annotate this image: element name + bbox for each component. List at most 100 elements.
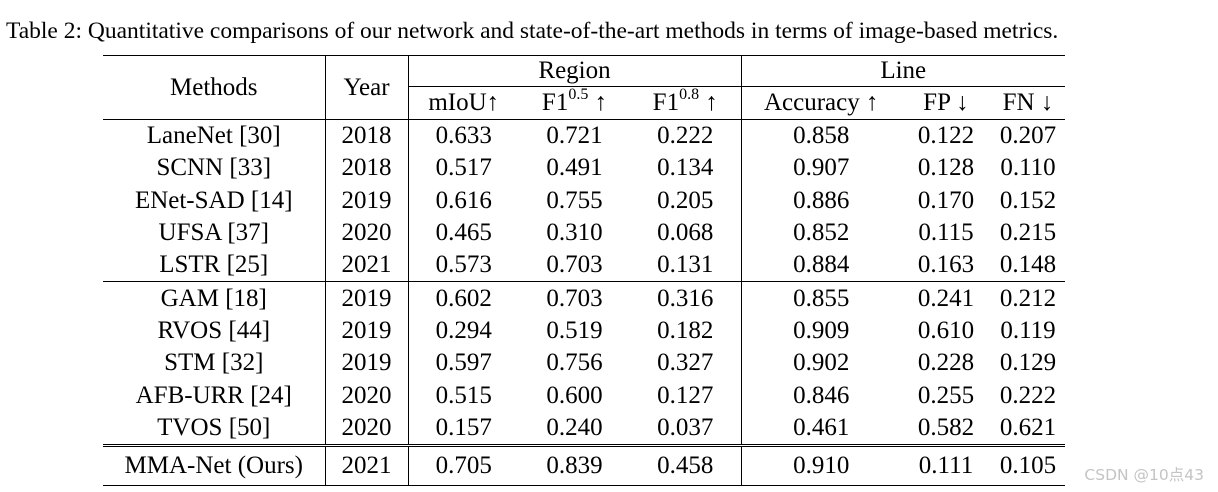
cell-year: 2020 bbox=[325, 411, 409, 446]
cell-fp: 0.163 bbox=[901, 249, 991, 283]
table-caption: Table 2: Quantitative comparisons of our… bbox=[6, 18, 1059, 44]
cell-f1-05: 0.600 bbox=[546, 381, 603, 409]
cell-accuracy: 0.886 bbox=[793, 186, 850, 214]
cell-f1-08: 0.327 bbox=[630, 347, 742, 380]
cell-accuracy: 0.846 bbox=[793, 381, 850, 409]
cell-f1-08: 0.182 bbox=[630, 314, 742, 348]
cell-method: GAM [18] bbox=[103, 281, 326, 315]
header-f1-08: F10.8 ↑ bbox=[630, 86, 742, 120]
cell-year: 2019 bbox=[325, 184, 409, 217]
cell-fn: 0.119 bbox=[1000, 316, 1056, 344]
cell-year: 2020 bbox=[325, 216, 409, 250]
cell-fp: 0.115 bbox=[918, 219, 974, 247]
header-fp: FP ↓ bbox=[901, 86, 991, 120]
table-row: SCNN [33] 2018 0.517 0.491 0.134 0.907 0… bbox=[103, 152, 1065, 185]
cell-method: LaneNet [30] bbox=[103, 119, 326, 153]
cell-method: AFB-URR [24] bbox=[103, 379, 326, 412]
cell-miou: 0.705 bbox=[408, 443, 519, 486]
cell-accuracy: 0.852 bbox=[793, 219, 850, 247]
cell-year: 2021 bbox=[325, 443, 409, 486]
cell-miou: 0.515 bbox=[435, 381, 492, 409]
cell-f1-08: 0.131 bbox=[630, 249, 742, 283]
table-row-ours: MMA-Net (Ours) 2021 0.705 0.839 0.458 0.… bbox=[103, 443, 1065, 486]
cell-accuracy: 0.884 bbox=[741, 249, 901, 283]
cell-method: MMA-Net (Ours) bbox=[103, 443, 326, 486]
cell-f1-05: 0.240 bbox=[546, 413, 603, 441]
header-methods: Methods bbox=[103, 55, 326, 120]
cell-f1-05: 0.310 bbox=[546, 219, 603, 247]
table-row: AFB-URR [24] 2020 0.515 0.600 0.127 0.84… bbox=[103, 379, 1065, 412]
cell-year: 2018 bbox=[325, 152, 409, 185]
cell-year: 2021 bbox=[325, 249, 409, 283]
cell-year: 2018 bbox=[325, 119, 409, 153]
cell-accuracy: 0.909 bbox=[793, 316, 850, 344]
cell-miou: 0.157 bbox=[435, 413, 492, 441]
cell-miou: 0.294 bbox=[435, 316, 492, 344]
header-line: Line bbox=[741, 55, 1065, 87]
cell-f1-08: 0.127 bbox=[630, 379, 742, 412]
cell-fp: 0.241 bbox=[917, 284, 975, 312]
cell-accuracy: 0.902 bbox=[793, 349, 850, 377]
header-f1-05: F10.5 ↑ bbox=[519, 86, 630, 120]
cell-miou: 0.633 bbox=[435, 122, 492, 150]
table-row: GAM [18] 2019 0.602 0.703 0.316 0.855 0.… bbox=[103, 281, 1065, 315]
cell-year: 2019 bbox=[325, 347, 409, 380]
cell-fn: 0.212 bbox=[999, 284, 1057, 312]
cell-accuracy: 0.858 bbox=[793, 122, 850, 150]
cell-miou: 0.465 bbox=[435, 219, 492, 247]
cell-fn: 0.129 bbox=[999, 349, 1057, 377]
cell-miou: 0.616 bbox=[435, 186, 492, 214]
cell-fp: 0.122 bbox=[917, 122, 975, 150]
cell-fn: 0.152 bbox=[999, 186, 1057, 214]
header-year: Year bbox=[325, 55, 409, 120]
cell-f1-05: 0.519 bbox=[546, 316, 603, 344]
cell-f1-05: 0.721 bbox=[546, 122, 603, 150]
cell-method: STM [32] bbox=[103, 347, 326, 380]
table-row: STM [32] 2019 0.597 0.756 0.327 0.902 0.… bbox=[103, 347, 1065, 380]
cell-f1-08: 0.037 bbox=[630, 411, 742, 446]
cell-f1-05: 0.703 bbox=[546, 284, 603, 312]
cell-f1-08: 0.068 bbox=[630, 216, 742, 250]
table-row: TVOS [50] 2020 0.157 0.240 0.037 0.461 0… bbox=[103, 411, 1065, 446]
cell-f1-05: 0.491 bbox=[546, 154, 603, 182]
cell-fn: 0.105 bbox=[991, 443, 1065, 486]
table-row: LSTR [25] 2021 0.573 0.703 0.131 0.884 0… bbox=[103, 249, 1065, 283]
cell-f1-08: 0.205 bbox=[630, 184, 742, 217]
results-table: Methods Year Region Line mIoU↑ F10.5 ↑ F… bbox=[103, 55, 1065, 486]
cell-f1-05: 0.703 bbox=[519, 249, 630, 283]
header-accuracy: Accuracy ↑ bbox=[741, 86, 901, 120]
cell-f1-05: 0.839 bbox=[519, 443, 630, 486]
cell-year: 2019 bbox=[325, 314, 409, 348]
header-region: Region bbox=[408, 55, 742, 87]
cell-accuracy: 0.461 bbox=[793, 413, 850, 441]
cell-miou: 0.517 bbox=[435, 154, 492, 182]
cell-method: ENet-SAD [14] bbox=[103, 184, 326, 217]
cell-f1-08: 0.134 bbox=[630, 152, 742, 185]
cell-f1-08: 0.222 bbox=[630, 119, 742, 153]
table-row: LaneNet [30] 2018 0.633 0.721 0.222 0.85… bbox=[103, 119, 1065, 153]
cell-fn: 0.207 bbox=[999, 122, 1057, 150]
cell-fp: 0.228 bbox=[917, 349, 975, 377]
cell-fn: 0.222 bbox=[999, 381, 1057, 409]
watermark: CSDN @10点43 bbox=[1084, 466, 1204, 484]
cell-fn: 0.110 bbox=[1000, 154, 1056, 182]
cell-accuracy: 0.907 bbox=[793, 154, 850, 182]
cell-method: UFSA [37] bbox=[103, 216, 326, 250]
cell-fp: 0.170 bbox=[917, 186, 975, 214]
cell-fn: 0.621 bbox=[999, 413, 1057, 441]
cell-fn: 0.148 bbox=[991, 249, 1065, 283]
header-fn: FN ↓ bbox=[991, 86, 1065, 120]
cell-method: LSTR [25] bbox=[103, 249, 326, 283]
cell-f1-05: 0.755 bbox=[546, 186, 603, 214]
cell-f1-08: 0.458 bbox=[630, 443, 742, 486]
cell-miou: 0.573 bbox=[408, 249, 519, 283]
cell-year: 2019 bbox=[325, 281, 409, 315]
cell-method: RVOS [44] bbox=[103, 314, 326, 348]
cell-fp: 0.111 bbox=[901, 443, 991, 486]
cell-accuracy: 0.910 bbox=[741, 443, 901, 486]
cell-miou: 0.602 bbox=[435, 284, 492, 312]
cell-method: TVOS [50] bbox=[103, 411, 326, 446]
cell-f1-05: 0.756 bbox=[546, 349, 603, 377]
table-row: ENet-SAD [14] 2019 0.616 0.755 0.205 0.8… bbox=[103, 184, 1065, 217]
table-row: UFSA [37] 2020 0.465 0.310 0.068 0.852 0… bbox=[103, 216, 1065, 250]
